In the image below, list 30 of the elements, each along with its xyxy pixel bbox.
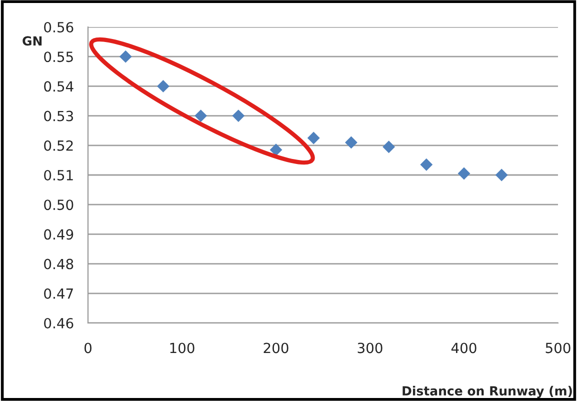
y-tick-label: 0.56	[44, 22, 74, 32]
point	[458, 167, 470, 180]
point	[420, 158, 433, 171]
point	[495, 168, 508, 182]
point	[307, 132, 320, 144]
point	[119, 50, 132, 63]
point	[232, 110, 245, 122]
x-tick-label: 500	[546, 342, 570, 354]
x-tick-label: 200	[264, 342, 288, 354]
y-tick-label: 0.52	[44, 140, 73, 151]
y-tick-label: 0.48	[44, 258, 74, 270]
y-tick-label: 0.55	[44, 52, 73, 62]
point	[194, 110, 208, 122]
y-tick-label: 0.53	[44, 110, 73, 122]
x-tick-label: 300	[358, 342, 382, 354]
y-tick-label: 0.49	[44, 229, 74, 240]
point	[382, 140, 396, 154]
y-tick-label: 0.51	[44, 170, 73, 180]
point	[156, 80, 170, 92]
point	[270, 144, 282, 156]
y-tick-label: 0.50	[44, 200, 74, 210]
y-tick-label: 0.47	[44, 288, 73, 299]
y-tick-label: 0.54	[44, 81, 74, 92]
x-tick-label: 100	[170, 342, 194, 354]
x-tick-label: 0	[84, 342, 92, 354]
x-tick-label: 400	[451, 342, 476, 354]
y-axis-title: GN	[22, 36, 42, 46]
y-tick-label: 0.46	[44, 318, 74, 328]
point	[344, 136, 358, 149]
x-axis-title: Distance on Runway (m)	[402, 386, 572, 398]
